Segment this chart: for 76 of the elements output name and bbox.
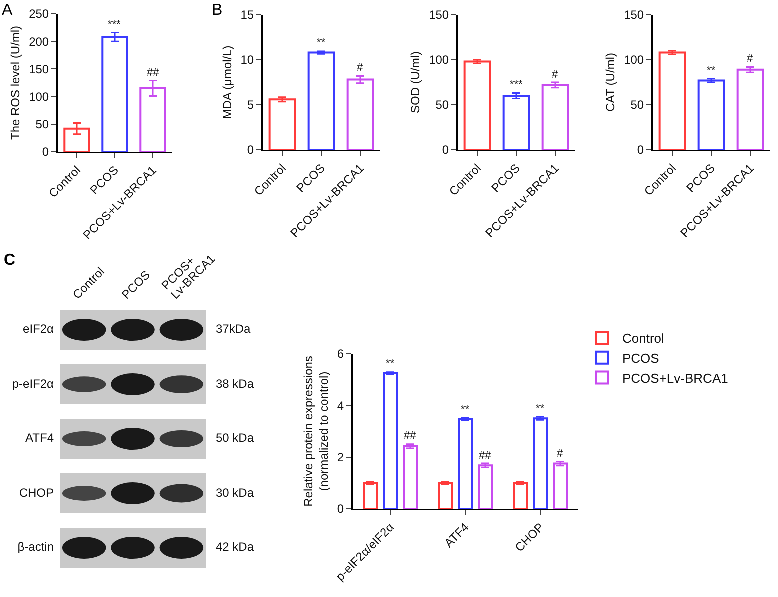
category-label: eIF2α [23, 322, 54, 336]
bar [478, 464, 493, 509]
legend-label: PCOS [622, 350, 660, 366]
y-tick-label: 150 [29, 62, 50, 76]
annotation: *** [510, 79, 524, 91]
bar [502, 95, 530, 150]
y-axis-title: SOD (U/ml) [408, 52, 423, 114]
annotation: # [357, 62, 364, 74]
bar [308, 52, 336, 150]
y-tick-label: 0 [442, 143, 450, 158]
category-label: p-eIF2α [12, 376, 54, 390]
bar [268, 98, 296, 150]
y-axis-title: Relative protein expressions (normalized to control) [301, 356, 331, 507]
category-label: 30 kDa [216, 486, 254, 500]
y-tick-label: 100 [29, 90, 50, 104]
legend-label: Control [622, 331, 665, 346]
annotation: ## [479, 450, 492, 462]
text: C [4, 252, 16, 270]
y-tick-label: 100 [429, 53, 450, 68]
annotation: # [747, 53, 754, 65]
annotation: ## [404, 430, 418, 442]
category-label: β-actin [18, 540, 54, 554]
y-tick-label: 50 [436, 98, 450, 112]
bar [102, 36, 128, 152]
annotation: # [557, 448, 564, 460]
y-tick-label: 0 [42, 145, 50, 160]
category-label: 50 kDa [216, 431, 254, 445]
bar [458, 418, 473, 509]
bar [698, 80, 726, 150]
y-tick-label: 0 [247, 143, 254, 158]
y-tick-label: 100 [624, 53, 644, 68]
annotation: ** [536, 403, 546, 415]
y-tick-label: 150 [429, 8, 450, 22]
category-label: 37kDa [216, 322, 251, 336]
annotation: ** [707, 65, 716, 77]
annotation: *** [108, 19, 122, 31]
bar [542, 84, 570, 150]
y-tick-label: 50 [630, 98, 644, 112]
bar [513, 482, 528, 509]
y-axis-title: MDA (μmol/L) [220, 46, 234, 120]
text: B [212, 2, 223, 19]
y-tick-label: 0 [337, 502, 344, 516]
y-tick-label: 250 [29, 7, 50, 22]
annotation: ** [461, 404, 470, 416]
annotation: ## [147, 67, 160, 79]
bar [363, 482, 378, 509]
y-tick-label: 0 [637, 143, 644, 158]
bar [658, 52, 686, 150]
bar [346, 78, 374, 150]
bar [383, 372, 398, 509]
y-tick-label: 15 [240, 8, 254, 22]
y-tick-label: 10 [240, 53, 254, 68]
y-tick-label: 5 [247, 98, 254, 112]
category-label: CHOP [19, 486, 54, 500]
y-tick-label: 2 [337, 450, 344, 465]
y-tick-label: 50 [36, 118, 50, 132]
bar [553, 462, 568, 509]
bar [464, 60, 492, 150]
y-tick-label: 200 [29, 34, 50, 49]
y-tick-label: 6 [337, 347, 344, 362]
bar [438, 482, 453, 509]
annotation: # [552, 69, 559, 81]
text: A [2, 2, 13, 19]
annotation: ** [317, 37, 326, 49]
y-axis-title: The ROS level (U/ml) [8, 26, 23, 140]
bar [533, 418, 548, 509]
y-axis-title: CAT (U/ml) [604, 53, 618, 112]
category-label: ATF4 [26, 431, 54, 445]
y-tick-label: 150 [624, 8, 644, 22]
legend-label: PCOS+Lv-BRCA1 [622, 370, 728, 386]
annotation: ** [386, 358, 396, 370]
y-tick-label: 4 [337, 398, 344, 413]
category-label: 42 kDa [216, 540, 254, 554]
category-label: 38 kDa [216, 376, 254, 390]
bar [403, 445, 418, 509]
bar [736, 68, 764, 150]
